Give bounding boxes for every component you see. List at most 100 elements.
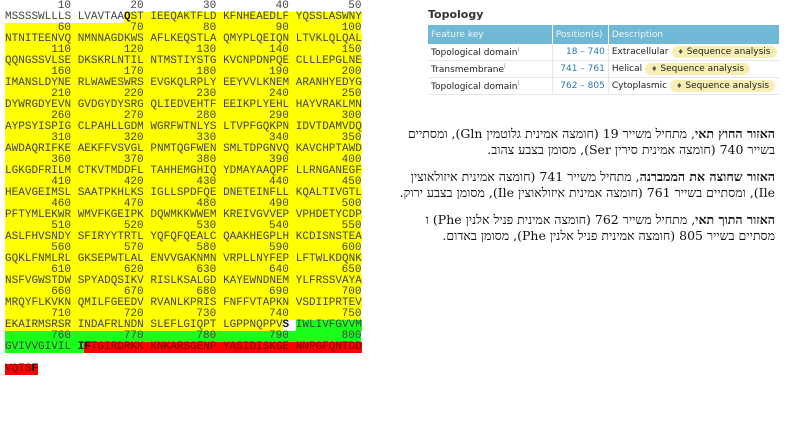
residue: I [190, 319, 197, 331]
residue: Y [223, 341, 230, 353]
info-icon[interactable]: i [517, 80, 520, 87]
residue: T [156, 55, 164, 67]
residue: K [183, 11, 191, 23]
residue: D [104, 275, 111, 287]
residue: Q [176, 143, 184, 155]
residue: V [183, 99, 191, 111]
residue: R [104, 55, 111, 67]
residue: G [110, 209, 118, 221]
residue: Q [31, 143, 39, 155]
residue: S [262, 341, 270, 353]
residue: I [256, 187, 263, 199]
residue: F [31, 297, 39, 309]
residue: L [137, 166, 151, 177]
residue: D [190, 187, 197, 199]
residue: Q [328, 341, 336, 353]
residue: S [90, 253, 98, 265]
evidence-badge[interactable]: ♦ Sequence analysis [671, 46, 777, 58]
residue: V [335, 275, 343, 287]
residue: I [242, 341, 250, 353]
info-icon[interactable]: i [504, 63, 506, 70]
col-feature-key[interactable]: Feature key [428, 25, 553, 44]
residue: L [123, 253, 131, 265]
residue: C [295, 55, 303, 67]
residue: F [196, 187, 204, 199]
evidence-badge[interactable]: ♦ Sequence analysis [670, 80, 776, 92]
residue: V [11, 341, 19, 353]
residue: D [302, 121, 309, 133]
sequence-row: ASLFHVSNDYSFIRYYTRTLYQFQFQEALCQAAKHEGPLH… [5, 221, 362, 243]
residue: E [64, 144, 78, 155]
residue: G [163, 77, 171, 89]
residue: Q [110, 275, 118, 287]
residue: Q [256, 33, 263, 45]
residue: E [236, 187, 243, 199]
residue: N [355, 99, 362, 111]
residue: P [269, 319, 276, 331]
region-note-text: , מתחיל משייר 741 (חומצה אמינית איזולאוצ… [399, 169, 775, 200]
residue: Y [64, 232, 78, 243]
residue: K [137, 342, 151, 353]
region-notes: האזור החוץ תאי, מתחיל משייר 19 (חומצה אמ… [392, 126, 775, 255]
residue: N [315, 165, 323, 177]
residue: M [44, 253, 52, 265]
residue: R [97, 231, 105, 243]
residue: N [51, 231, 58, 243]
sequence-row: GVIVVGIVILIFTGIRDRKKKNKARSGENPYASIDISKGE… [5, 331, 362, 353]
residue: V [229, 55, 237, 67]
residue: P [90, 121, 98, 133]
residue: E [282, 342, 296, 353]
residue: F [18, 275, 25, 287]
residue: S [11, 11, 19, 23]
residue: K [11, 319, 19, 331]
residue: Q [302, 187, 309, 199]
sequence-row: HEAVGEIMSLSAATPKHLKSIGLLSPDFQEDNETEINFLL… [5, 177, 362, 199]
residue: L [183, 77, 191, 89]
col-description[interactable]: Description [608, 25, 781, 44]
residue: L [137, 56, 151, 67]
residue: V [97, 11, 105, 23]
residue: L [176, 319, 184, 331]
residue: A [18, 319, 25, 331]
description-label: Cytoplasmic [611, 81, 668, 91]
residue: I [57, 341, 65, 353]
residue: G [110, 33, 118, 45]
info-icon[interactable]: i [517, 46, 520, 53]
residue: H [31, 231, 39, 243]
residue: K [190, 253, 197, 265]
evidence-badge[interactable]: ♦ Sequence analysis [645, 63, 751, 75]
residue: R [51, 319, 58, 331]
residue: Y [328, 77, 336, 89]
residue: S [328, 275, 336, 287]
residue: A [328, 121, 336, 133]
residue: A [156, 165, 164, 177]
position-link[interactable]: 762 – 805 [552, 77, 609, 95]
residue: Y [203, 121, 210, 133]
residue: N [209, 144, 224, 155]
residue: P [302, 209, 309, 221]
residue: H [196, 99, 204, 111]
residue: G [31, 99, 39, 111]
residue: R [229, 209, 237, 221]
residue: M [348, 99, 356, 111]
residue: I [163, 99, 171, 111]
residue: I [44, 187, 52, 199]
residue: N [117, 55, 124, 67]
residue: E [44, 33, 52, 45]
residue: G [315, 341, 323, 353]
residue: R [335, 297, 343, 309]
col-positions[interactable]: Position(s) [552, 25, 609, 44]
residue: E [275, 253, 283, 265]
residue: T [123, 55, 131, 67]
residue: F [196, 11, 204, 23]
position-link[interactable]: 18 – 740 [552, 44, 609, 61]
residue: R [308, 165, 316, 177]
position-link[interactable]: 741 – 761 [552, 60, 609, 78]
residue: E [355, 55, 362, 67]
residue: Y [348, 77, 356, 89]
sequence-row: AYPSYISPIGCLPAHLLGDMWGRFWTNLYSLTVPFGQKPN… [5, 111, 362, 133]
residue: L [84, 121, 91, 133]
residue: S [308, 11, 316, 23]
residue: D [355, 341, 362, 353]
residue: E [176, 165, 184, 177]
